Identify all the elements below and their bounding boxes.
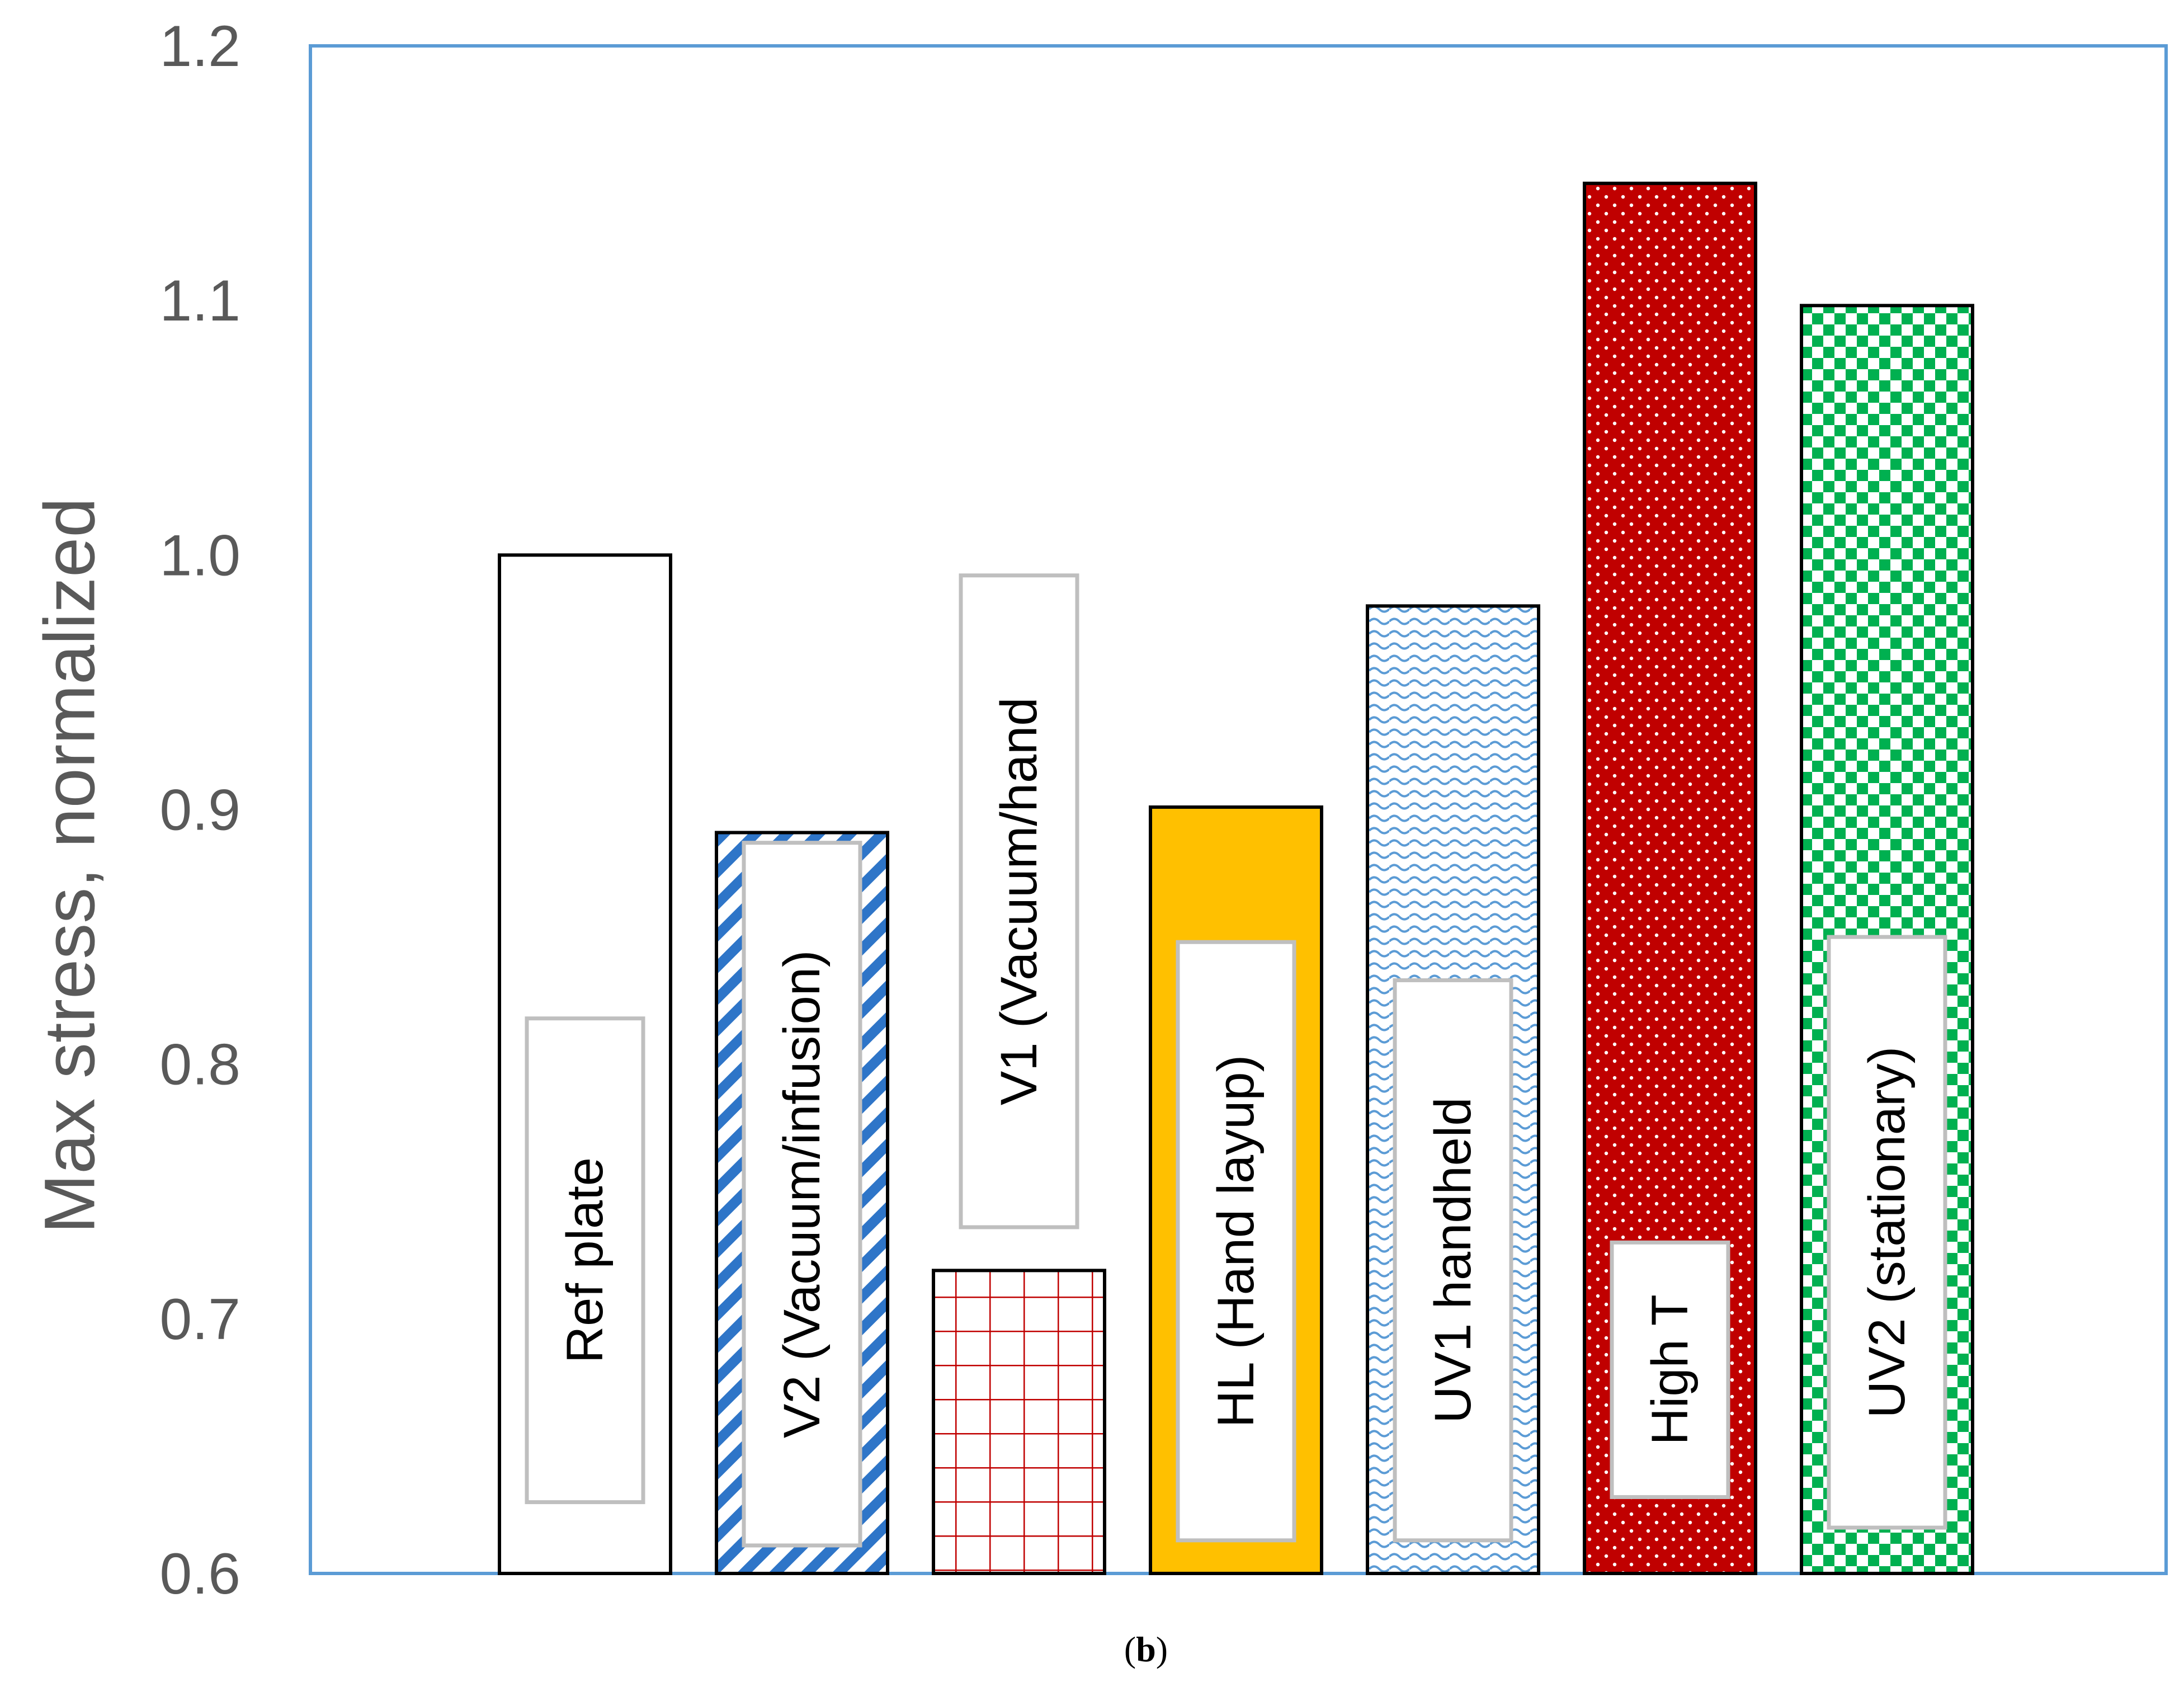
y-tick-label: 0.6 [159,1542,240,1606]
figure-caption: (b) [1124,1629,1168,1669]
bar-label-box [1393,978,1513,1543]
y-axis-title: Max stress, normalized [30,498,110,1234]
y-tick-label: 0.9 [159,778,240,843]
bar-category-label: Ref plate [556,1157,614,1363]
caption-open-paren: ( [1124,1629,1136,1669]
bar-label-box [1176,940,1296,1543]
y-tick-label: 0.7 [159,1287,240,1352]
bar-label-box [525,1016,645,1505]
bar-category-label: UV1 handheld [1424,1097,1482,1424]
y-tick-label: 1.0 [159,523,240,588]
bar-label-box [959,573,1079,1229]
y-tick-label: 1.1 [159,268,240,333]
bar-category-label: V1 (Vacuum/hand [990,698,1048,1106]
caption-close-paren: ) [1156,1629,1168,1669]
bar-label-box [742,841,862,1548]
bar-category-label: V2 (Vacuum/infusion) [773,950,831,1438]
y-tick-label: 0.8 [159,1033,240,1097]
bar-label-box [1827,935,1947,1530]
bar-category-label: HL (Hand layup) [1207,1055,1265,1427]
bar [932,1269,1106,1575]
bar-label-box [1610,1240,1730,1499]
bars-group: Ref plate V2 (Vacuum/infusion) V1 (Vacuum/… [498,181,1974,1575]
bar-category-label: High T [1641,1294,1699,1445]
bar-category-label: UV2 (stationary) [1858,1047,1916,1419]
y-tick-label: 1.2 [159,14,240,79]
caption-letter: b [1136,1629,1156,1669]
y-axis-tick-labels: 0.6 0.7 0.8 0.9 1.0 1.1 1.2 [159,14,240,1606]
